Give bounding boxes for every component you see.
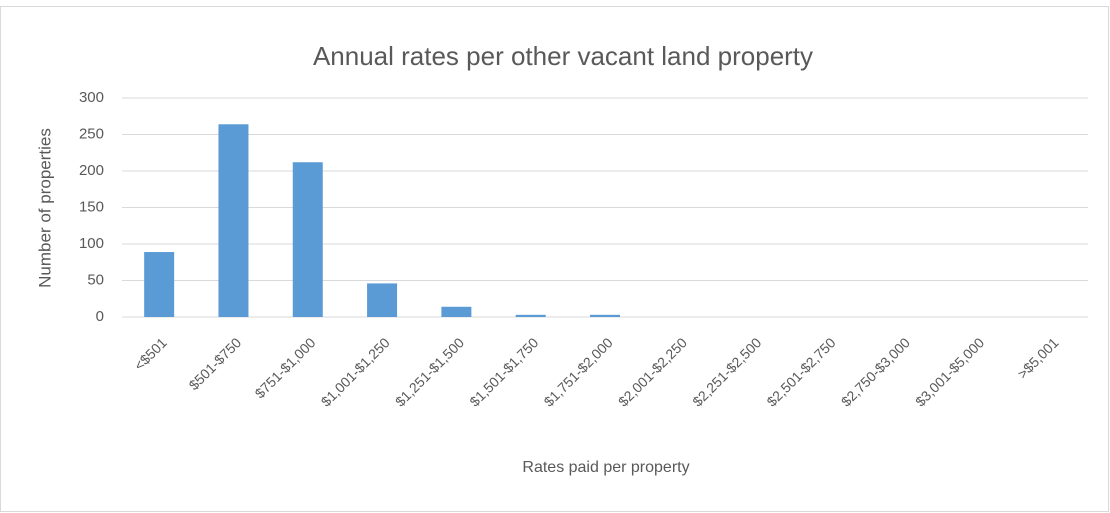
y-axis-title: Number of properties: [35, 128, 54, 288]
y-tick-label: 50: [87, 271, 104, 288]
bar: [441, 306, 472, 317]
y-tick-label: 150: [79, 198, 104, 215]
bar: [292, 162, 323, 317]
y-tick-label: 0: [96, 308, 104, 325]
bar: [590, 314, 620, 317]
chart-frame: [0, 6, 1109, 512]
bar: [218, 124, 249, 317]
y-tick-label: 200: [79, 162, 104, 179]
y-tick-label: 250: [79, 125, 104, 142]
bar: [367, 283, 398, 317]
bar: [144, 252, 175, 317]
y-tick-label: 300: [79, 89, 104, 106]
chart-title: Annual rates per other vacant land prope…: [313, 41, 813, 71]
x-axis-title: Rates paid per property: [522, 459, 689, 476]
y-tick-label: 100: [79, 235, 104, 252]
bar: [515, 314, 546, 317]
